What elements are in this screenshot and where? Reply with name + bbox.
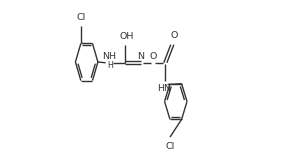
Text: OH: OH — [119, 32, 134, 41]
Text: NH: NH — [103, 52, 117, 61]
Text: Cl: Cl — [165, 142, 175, 151]
Text: O: O — [149, 52, 157, 61]
Text: Cl: Cl — [76, 13, 86, 22]
Text: H: H — [107, 61, 113, 70]
Text: O: O — [171, 31, 178, 40]
Text: HN: HN — [158, 84, 172, 93]
Text: N: N — [137, 52, 144, 61]
